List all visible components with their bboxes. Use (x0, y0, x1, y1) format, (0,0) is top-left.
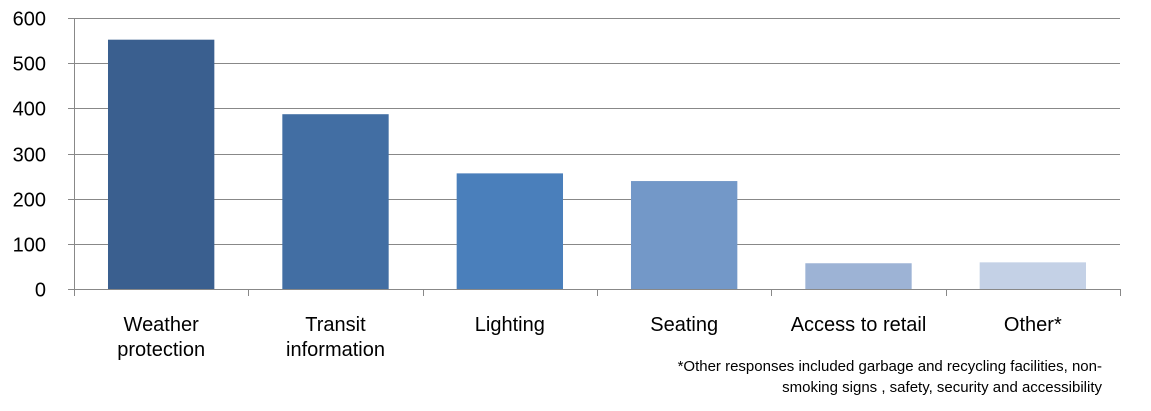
x-tick-label-line: information (286, 339, 385, 361)
x-tick-label: Access to retail (791, 314, 927, 336)
x-tick-label: Lighting (475, 314, 545, 336)
bar (456, 173, 564, 289)
x-tick-label-line: Seating (650, 314, 718, 336)
bar (282, 114, 389, 289)
bar (979, 262, 1087, 289)
footnote-line-1: *Other responses included garbage and re… (677, 358, 1102, 375)
bar (805, 263, 912, 289)
footnote-line-2: smoking signs , safety, security and acc… (782, 379, 1102, 396)
y-tick-label: 600 (13, 9, 46, 31)
y-tick-label: 200 (13, 190, 46, 212)
x-tick-label: Other* (1004, 314, 1062, 336)
x-tick-label-line: Access to retail (791, 314, 927, 336)
y-tick-label: 100 (13, 235, 46, 257)
bar (107, 39, 215, 290)
x-tick-label-line: protection (117, 339, 205, 361)
x-tick-label-line: Other* (1004, 314, 1062, 336)
bar (630, 181, 738, 289)
x-tick-label: Seating (650, 314, 718, 336)
y-tick-label: 0 (35, 280, 46, 302)
x-tick-label-line: Weather (124, 314, 200, 336)
x-tick-label-line: Lighting (475, 314, 545, 336)
x-tick-label: Transit information (286, 314, 385, 361)
footnote: *Other responses included garbage and re… (480, 356, 1102, 398)
x-tick-label-line: Transit (305, 314, 366, 336)
y-tick-label: 400 (13, 99, 46, 121)
x-tick-label: Weather protection (117, 314, 205, 361)
y-tick-label: 500 (13, 54, 46, 76)
y-tick-label: 300 (13, 145, 46, 167)
